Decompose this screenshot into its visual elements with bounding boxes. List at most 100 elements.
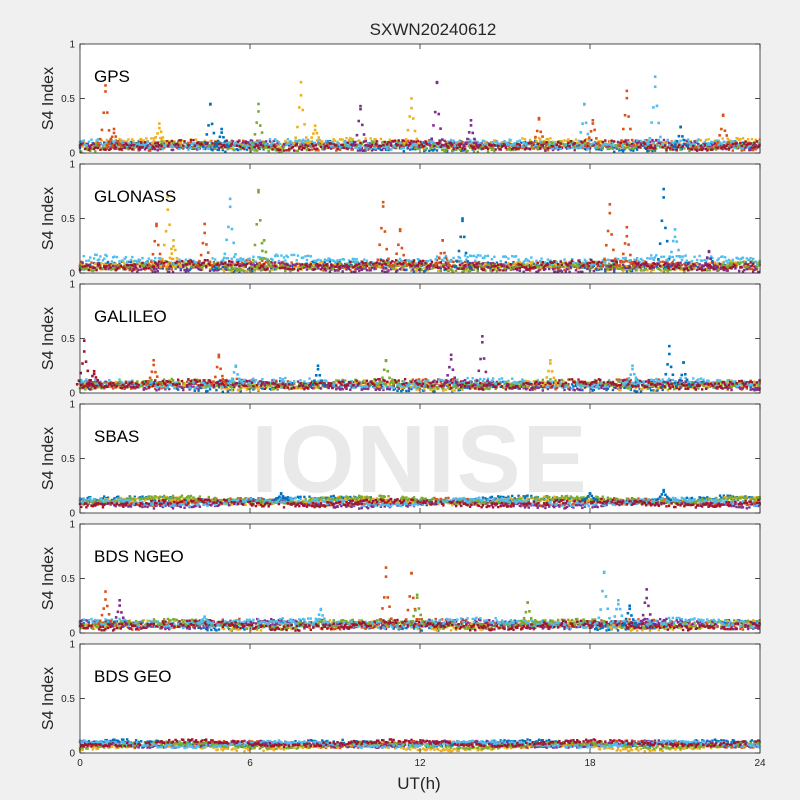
data-point [206, 259, 209, 262]
data-point [401, 139, 404, 142]
data-point [732, 265, 736, 268]
data-point [402, 149, 406, 153]
data-point [196, 140, 199, 144]
data-point [317, 143, 320, 146]
data-point [581, 262, 584, 265]
data-point [743, 148, 746, 152]
data-point [720, 144, 723, 147]
data-point [590, 258, 593, 262]
data-point [534, 135, 537, 139]
data-point [447, 143, 450, 147]
data-point [581, 141, 584, 144]
data-point [194, 145, 198, 149]
data-point [136, 268, 139, 271]
data-point [359, 267, 362, 271]
data-point [503, 266, 506, 269]
data-point [238, 268, 241, 272]
data-point [364, 144, 367, 147]
data-point [161, 267, 165, 270]
data-point [82, 139, 86, 142]
data-point [635, 268, 639, 272]
data-point [310, 142, 314, 146]
data-point [565, 267, 569, 271]
data-point [577, 145, 580, 148]
data-point [721, 137, 724, 140]
data-point [494, 264, 497, 268]
data-point [373, 266, 376, 269]
data-point [504, 255, 508, 259]
data-point [453, 141, 457, 144]
data-point [667, 268, 671, 272]
data-point [223, 140, 227, 143]
data-point [575, 142, 579, 146]
data-point [344, 265, 347, 268]
data-point [231, 267, 235, 270]
data-point [659, 135, 662, 139]
data-point [457, 143, 460, 146]
data-point [429, 140, 432, 143]
data-point [328, 270, 332, 273]
data-point [544, 264, 547, 268]
data-point [707, 148, 710, 151]
data-point [86, 142, 89, 146]
data-point [708, 143, 712, 146]
data-point [253, 142, 256, 145]
data-point [176, 265, 180, 269]
data-point [382, 265, 385, 269]
data-point [410, 139, 413, 143]
data-point [98, 137, 102, 141]
data-point [600, 266, 603, 269]
data-point [577, 259, 580, 262]
data-point [251, 141, 255, 145]
data-point [101, 146, 105, 149]
data-point [694, 139, 698, 143]
data-point [689, 267, 692, 270]
data-point [553, 260, 556, 263]
data-point [131, 264, 134, 267]
data-point [498, 265, 501, 269]
data-point [387, 148, 390, 152]
data-point [160, 143, 163, 146]
data-point [713, 142, 717, 146]
data-point [219, 261, 222, 265]
data-point [504, 144, 508, 148]
data-point [758, 142, 761, 145]
data-point [439, 264, 443, 267]
data-point [647, 139, 650, 143]
data-point [679, 266, 682, 270]
data-point [132, 139, 135, 143]
data-point [746, 265, 750, 268]
data-point [402, 268, 406, 271]
data-point [758, 259, 761, 263]
data-point [131, 148, 134, 151]
data-point [212, 131, 216, 135]
data-point [607, 264, 611, 267]
data-point [423, 270, 426, 273]
data-point [335, 260, 338, 264]
data-point [303, 266, 306, 269]
data-point [569, 266, 573, 269]
data-point [171, 262, 175, 266]
data-point [452, 143, 455, 146]
data-point [435, 149, 439, 152]
data-point [723, 144, 727, 147]
data-point [614, 144, 617, 147]
data-point [113, 266, 116, 270]
data-point [480, 143, 483, 146]
data-point [81, 144, 84, 148]
data-point [523, 146, 527, 149]
data-point [694, 262, 698, 265]
data-point [499, 144, 502, 147]
data-point [595, 145, 598, 148]
data-point [706, 269, 709, 272]
data-point [273, 268, 277, 271]
data-point [123, 145, 126, 148]
data-point [681, 267, 685, 271]
data-point [226, 257, 230, 260]
data-point [511, 255, 514, 258]
data-point [166, 260, 170, 264]
data-point [684, 143, 688, 147]
data-point [314, 144, 318, 147]
data-point [595, 260, 598, 264]
data-point [661, 260, 664, 263]
